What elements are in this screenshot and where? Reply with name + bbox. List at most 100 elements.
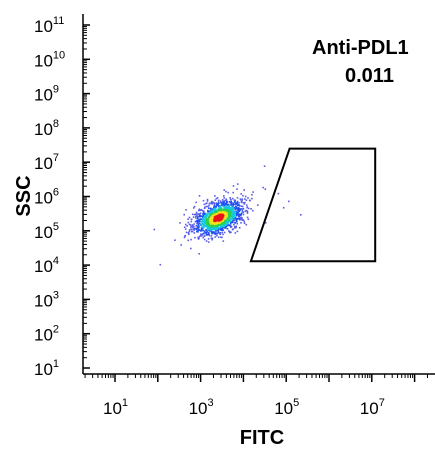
data-point <box>199 220 201 222</box>
data-point <box>251 197 253 200</box>
data-point <box>229 201 232 204</box>
data-point <box>216 234 218 237</box>
data-point <box>226 204 229 206</box>
data-point <box>228 201 231 203</box>
data-point <box>265 222 267 224</box>
data-point <box>221 228 223 230</box>
data-point <box>208 204 210 207</box>
data-point <box>197 221 200 223</box>
data-point <box>224 222 227 224</box>
data-point <box>198 226 200 228</box>
data-point <box>215 232 217 234</box>
data-point <box>203 203 206 206</box>
data-point <box>239 199 242 201</box>
data-point <box>235 212 237 215</box>
data-point <box>191 213 194 216</box>
data-point <box>222 225 225 227</box>
data-point <box>202 199 205 202</box>
data-point <box>196 222 198 225</box>
data-point <box>244 201 246 204</box>
data-point <box>224 213 227 215</box>
data-point <box>215 211 217 214</box>
data-point <box>230 208 233 210</box>
data-point <box>216 232 218 235</box>
data-point <box>228 205 230 207</box>
data-point <box>225 205 227 207</box>
data-point <box>251 193 253 196</box>
data-point <box>241 210 244 212</box>
data-point <box>202 213 204 215</box>
data-point <box>236 212 238 214</box>
data-point <box>183 213 185 216</box>
data-point <box>204 213 206 215</box>
data-point <box>232 204 235 207</box>
data-point <box>241 199 243 202</box>
data-point <box>229 215 231 217</box>
data-point <box>226 205 229 207</box>
data-point <box>242 211 245 214</box>
data-point <box>235 218 237 221</box>
data-point <box>217 220 220 222</box>
data-point <box>221 231 223 234</box>
data-point <box>218 227 220 229</box>
data-point <box>242 202 245 204</box>
data-point <box>208 234 211 237</box>
data-point <box>237 183 239 185</box>
data-point <box>198 228 200 231</box>
data-point <box>228 207 230 209</box>
data-point <box>216 228 219 230</box>
data-point <box>240 205 243 207</box>
x-tick-label: 103 <box>189 397 214 418</box>
data-point <box>233 218 235 220</box>
data-point <box>207 209 209 212</box>
data-point <box>211 231 213 233</box>
data-point <box>197 222 199 224</box>
data-point <box>207 241 210 243</box>
data-point <box>207 232 210 234</box>
data-point <box>241 216 243 219</box>
data-point <box>234 201 236 203</box>
data-point <box>205 225 208 227</box>
data-point <box>229 231 231 234</box>
data-point <box>282 207 285 209</box>
data-point <box>219 205 221 208</box>
data-point <box>197 238 200 240</box>
data-point <box>201 233 203 236</box>
data-point <box>187 221 190 224</box>
data-point <box>263 165 266 167</box>
data-point <box>211 237 214 240</box>
data-point <box>218 209 221 212</box>
data-point <box>277 192 280 195</box>
data-point <box>221 224 224 227</box>
data-point <box>235 226 237 229</box>
data-point <box>215 223 217 225</box>
data-point <box>196 217 199 220</box>
data-point <box>245 199 248 201</box>
data-point <box>207 226 209 229</box>
data-point <box>204 235 206 237</box>
data-point <box>243 189 245 191</box>
data-point <box>204 214 206 217</box>
data-point <box>236 222 239 225</box>
data-point <box>223 231 226 234</box>
data-point <box>183 236 186 239</box>
data-point <box>224 206 226 209</box>
y-tick-label: 101 <box>34 358 59 379</box>
data-point <box>240 216 242 219</box>
data-point <box>240 222 242 224</box>
data-point <box>227 224 229 226</box>
data-point <box>232 228 234 230</box>
y-tick-label: 106 <box>34 187 59 208</box>
data-point <box>235 203 237 205</box>
data-point <box>243 222 246 224</box>
x-axis-title: FITC <box>240 427 284 449</box>
data-point <box>184 235 187 237</box>
data-point <box>230 221 232 224</box>
data-point <box>190 218 193 221</box>
data-point <box>229 223 232 225</box>
data-point <box>228 230 230 232</box>
data-point <box>214 236 216 238</box>
data-point <box>229 225 232 227</box>
data-point <box>214 226 216 229</box>
data-point <box>200 229 203 232</box>
